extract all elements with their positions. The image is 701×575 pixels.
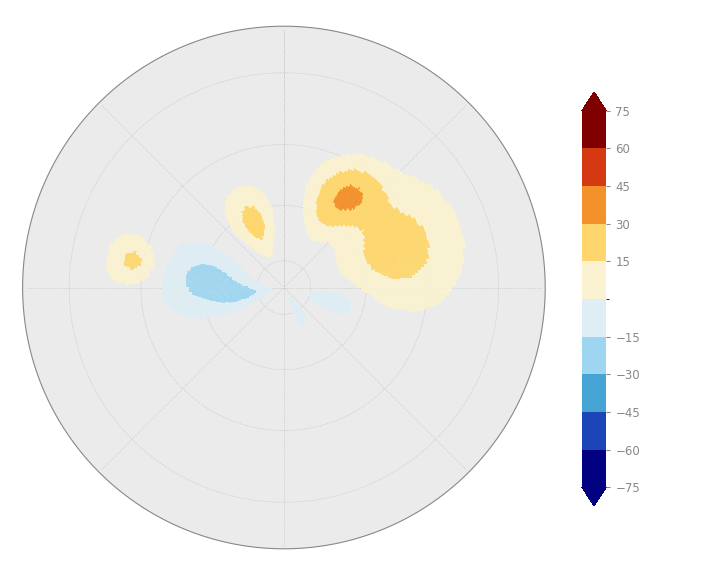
PathPatch shape bbox=[582, 92, 606, 111]
PathPatch shape bbox=[582, 487, 606, 506]
Polygon shape bbox=[22, 26, 545, 549]
